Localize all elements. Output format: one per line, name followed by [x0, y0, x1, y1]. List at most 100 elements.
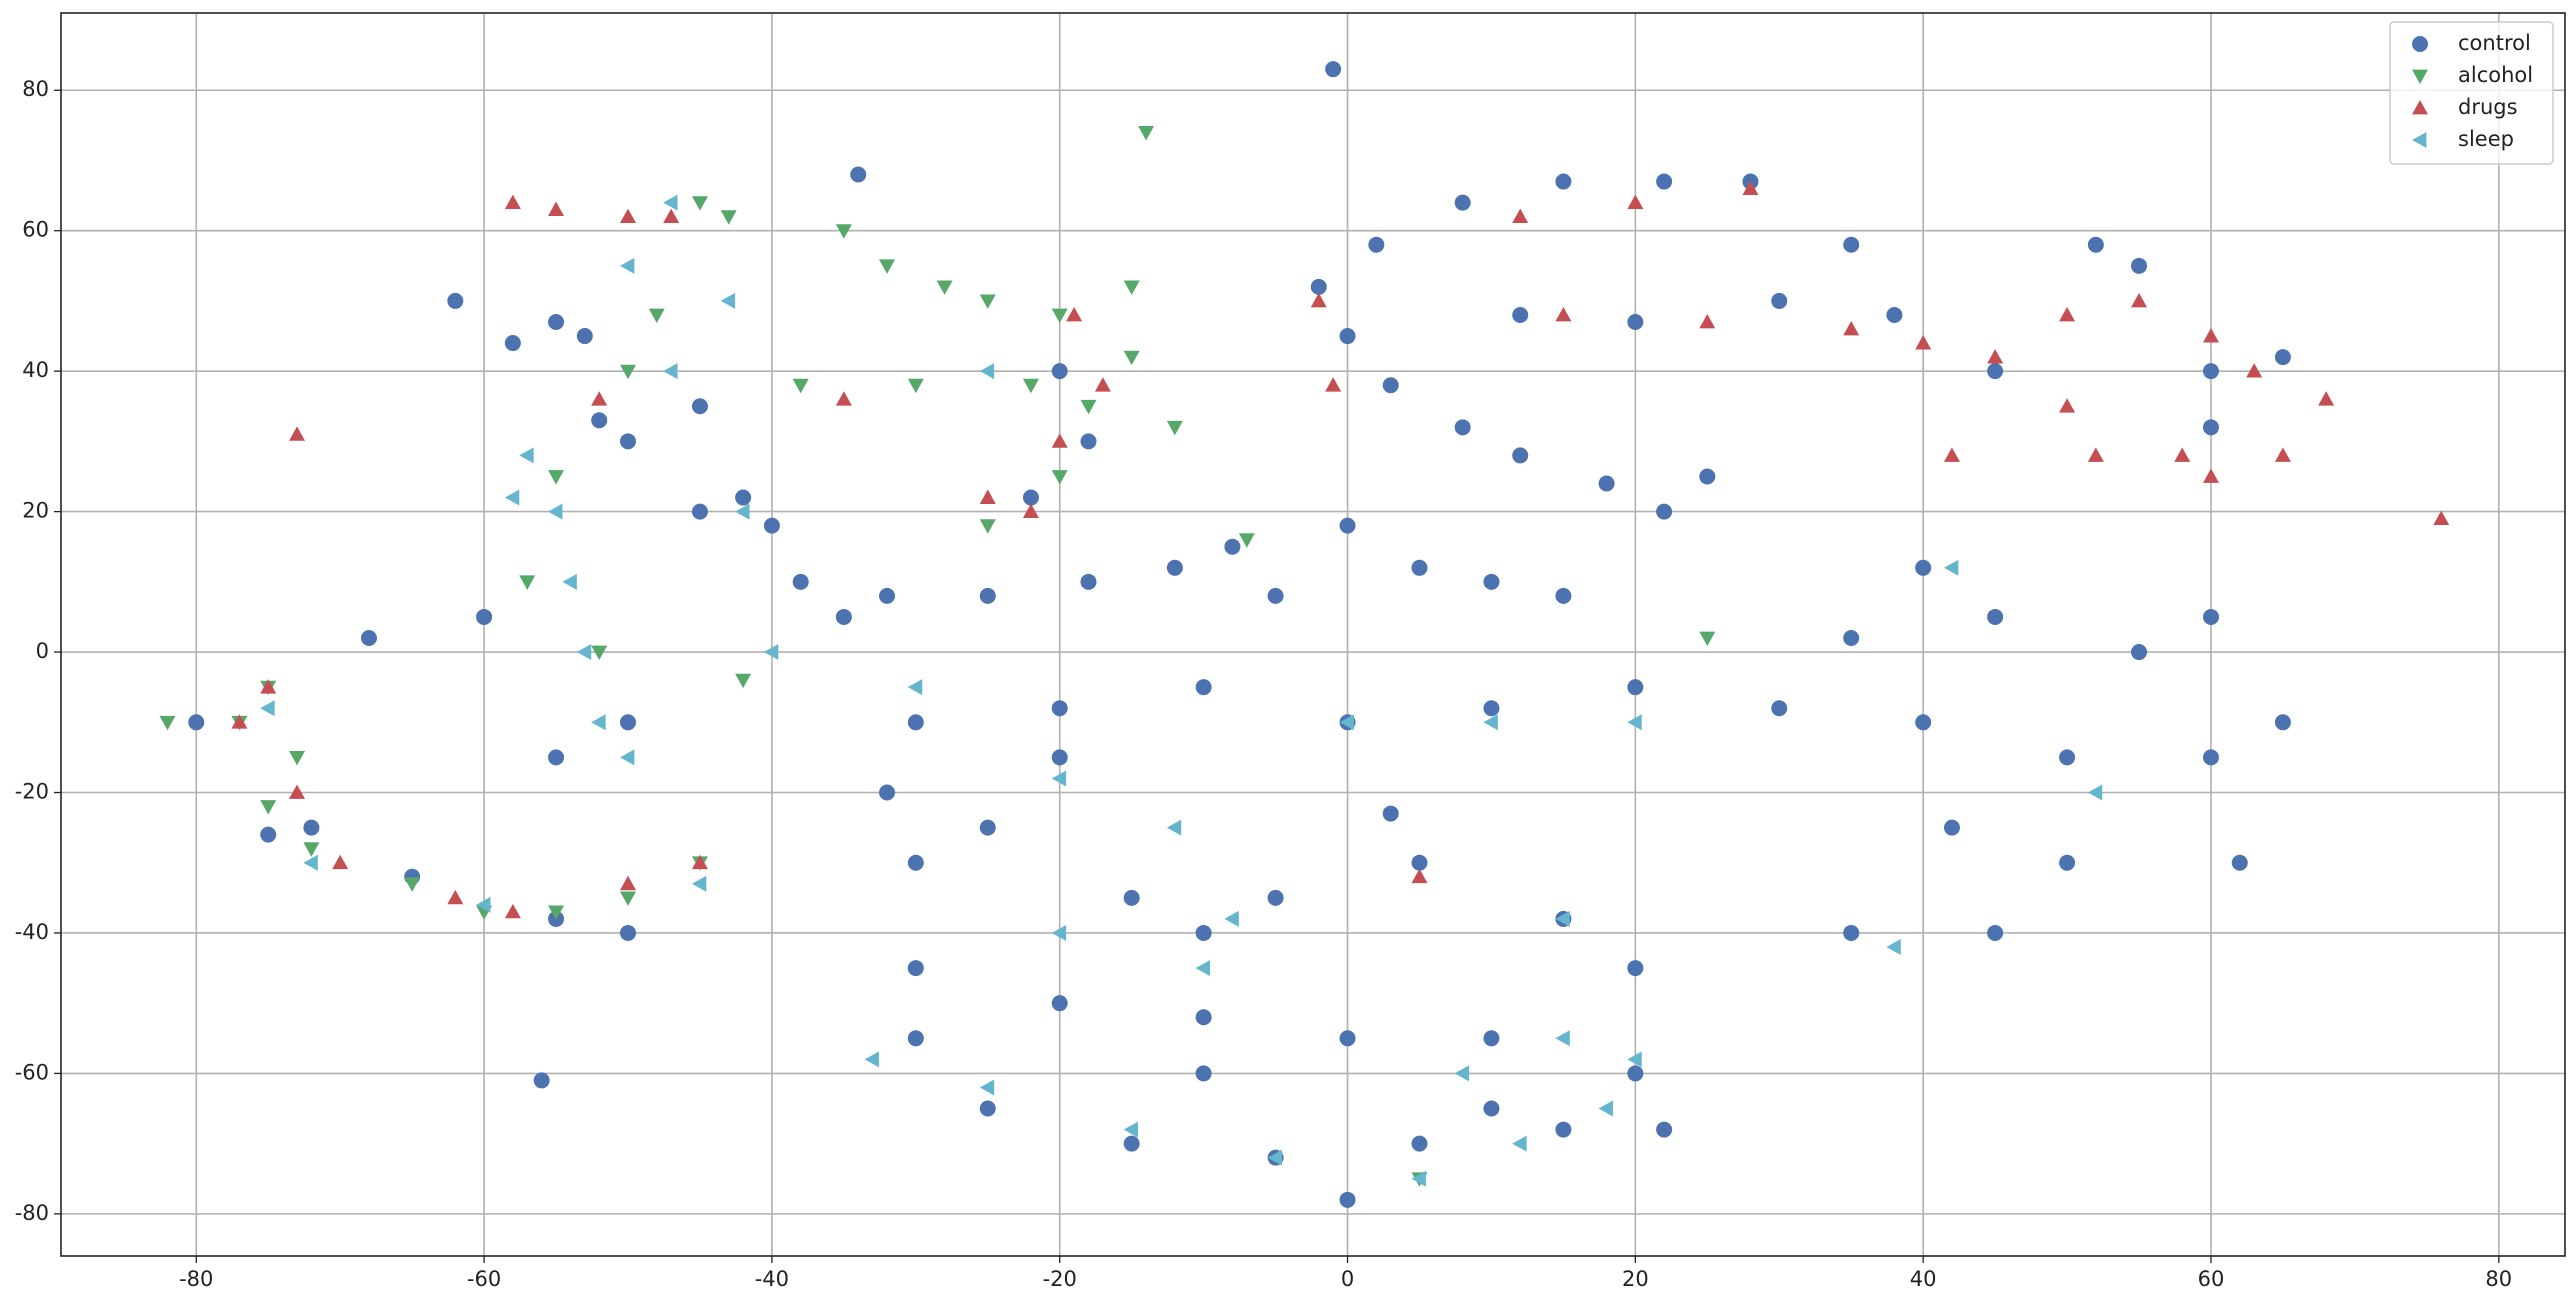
point [1483, 1100, 1500, 1117]
point [879, 587, 896, 604]
point [1483, 700, 1500, 717]
axes-frame [60, 12, 2566, 1257]
y-tick-label: 60 [22, 218, 49, 242]
point [1627, 194, 1644, 210]
point [303, 842, 320, 857]
point [1512, 447, 1529, 464]
point [835, 608, 852, 625]
point [1555, 1030, 1570, 1047]
point [1166, 559, 1183, 576]
point [519, 447, 534, 464]
point [1339, 1030, 1356, 1047]
point [1325, 61, 1342, 78]
point [591, 412, 608, 429]
point [1339, 714, 1354, 731]
y-tick-label: -60 [15, 1060, 49, 1084]
legend-label: sleep [2458, 127, 2514, 151]
point [1022, 503, 1039, 519]
point [619, 749, 635, 766]
point [720, 210, 737, 225]
point [548, 201, 565, 217]
point [289, 426, 306, 441]
x-tick-label: 20 [1622, 1267, 1649, 1291]
point [1627, 1051, 1642, 1068]
point [1598, 475, 1615, 492]
point [2059, 398, 2076, 413]
point [519, 575, 536, 590]
point [1123, 280, 1140, 295]
point [1411, 854, 1428, 871]
point [1080, 573, 1097, 590]
point [591, 645, 608, 661]
point [1195, 924, 1212, 941]
y-tick-label: 80 [22, 77, 49, 101]
point [1051, 433, 1068, 448]
point [360, 630, 377, 647]
point [1195, 960, 1211, 977]
point [1843, 630, 1860, 647]
point [2131, 644, 2148, 661]
point [979, 819, 996, 836]
point [2131, 292, 2148, 308]
point [548, 905, 565, 920]
point [289, 750, 306, 766]
point [504, 903, 521, 919]
point [979, 1079, 995, 1096]
point [1987, 608, 2004, 625]
legend-label: drugs [2458, 95, 2518, 119]
point [979, 489, 996, 504]
point [1987, 363, 2004, 380]
point [533, 1072, 550, 1089]
point [2087, 447, 2104, 462]
y-tick-label: -40 [15, 920, 49, 944]
point [1267, 889, 1284, 906]
point [1987, 924, 2004, 941]
point [303, 819, 320, 836]
point [1411, 1135, 1428, 1152]
point [2087, 784, 2103, 801]
point [619, 433, 636, 450]
point [735, 489, 752, 506]
point [2433, 510, 2450, 526]
point [1051, 924, 1067, 941]
point [447, 292, 464, 309]
point [1771, 700, 1788, 717]
point [1411, 1170, 1426, 1187]
point [1656, 1121, 1673, 1138]
point [1368, 236, 1385, 253]
points [159, 61, 2450, 1208]
point [2274, 349, 2291, 366]
point [735, 673, 752, 689]
point [1267, 1149, 1282, 1166]
y-tick-label: 40 [22, 358, 49, 382]
point [1943, 819, 1960, 836]
point [2059, 854, 2076, 871]
legend-label: alcohol [2458, 63, 2533, 87]
point [1943, 559, 1959, 576]
point [907, 679, 923, 696]
point [879, 784, 896, 801]
legend-box [2389, 21, 2554, 165]
point [979, 363, 995, 380]
point [979, 1100, 996, 1117]
x-tick-label: 40 [1910, 1267, 1937, 1291]
point [907, 378, 924, 394]
point [476, 608, 493, 625]
point [289, 784, 306, 799]
point [691, 196, 708, 211]
point [979, 519, 996, 534]
point [1325, 377, 1342, 392]
point [1195, 1065, 1212, 1082]
point [1555, 910, 1570, 927]
point [332, 854, 349, 870]
point [1310, 292, 1327, 308]
point [1915, 335, 1932, 350]
point [1454, 194, 1471, 211]
point [1123, 350, 1140, 366]
x-tick-label: -20 [1043, 1267, 1077, 1291]
point [1843, 924, 1860, 941]
point [1138, 125, 1155, 141]
point [720, 292, 736, 309]
